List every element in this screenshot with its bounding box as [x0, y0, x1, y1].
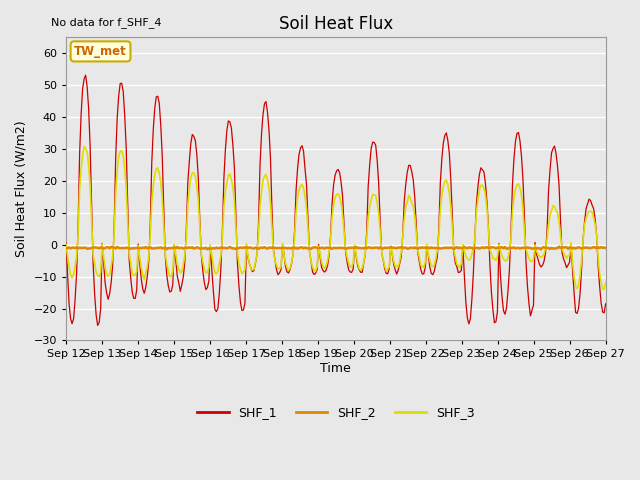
- Text: TW_met: TW_met: [74, 45, 127, 58]
- Y-axis label: Soil Heat Flux (W/m2): Soil Heat Flux (W/m2): [15, 120, 28, 257]
- X-axis label: Time: Time: [321, 362, 351, 375]
- Legend: SHF_1, SHF_2, SHF_3: SHF_1, SHF_2, SHF_3: [192, 401, 479, 424]
- Text: No data for f_SHF_4: No data for f_SHF_4: [51, 17, 162, 28]
- Title: Soil Heat Flux: Soil Heat Flux: [279, 15, 393, 33]
